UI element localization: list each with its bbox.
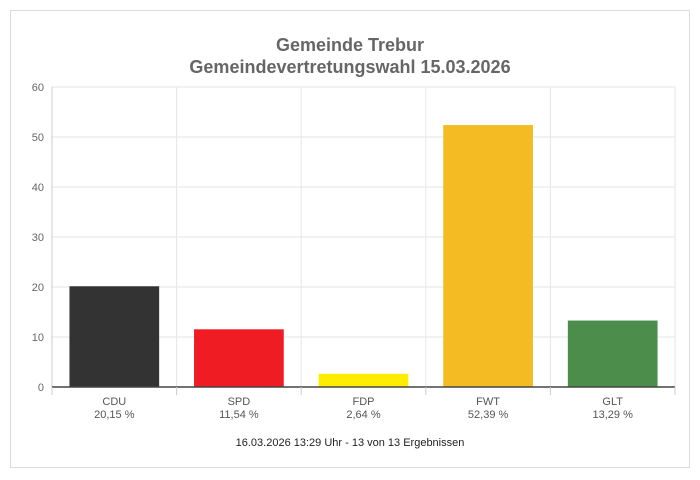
x-tick-label: FWT (476, 396, 500, 408)
bar-cdu (69, 286, 160, 387)
bar-fwt (443, 125, 533, 388)
y-tick-label: 40 (32, 182, 44, 194)
y-tick-label: 20 (32, 282, 44, 294)
chart-subtitle: Gemeindevertretungswahl 15.03.2026 (189, 57, 511, 77)
y-tick-label: 60 (32, 82, 44, 94)
bar-fdp (318, 373, 409, 387)
x-tick-label: SPD (228, 396, 251, 408)
data-label: 52,39 % (468, 409, 509, 421)
bar-spd (194, 329, 284, 387)
bar-glt (567, 320, 658, 387)
x-tick-label: GLT (602, 396, 623, 408)
chart-title: Gemeinde Trebur (275, 35, 425, 55)
y-tick-label: 30 (32, 232, 44, 244)
data-label: 20,15 % (94, 409, 135, 421)
y-tick-label: 10 (32, 332, 44, 344)
x-tick-label: CDU (102, 396, 126, 408)
x-tick-label: FDP (353, 396, 375, 408)
data-label: 2,64 % (346, 409, 380, 421)
chart-footnote: 16.03.2026 13:29 Uhr - 13 von 13 Ergebni… (235, 437, 465, 449)
chart-frame (10, 10, 690, 468)
data-label: 11,54 % (219, 409, 259, 421)
y-tick-label: 0 (38, 382, 44, 394)
y-tick-label: 50 (32, 132, 44, 144)
data-label: 13,29 % (593, 409, 634, 421)
